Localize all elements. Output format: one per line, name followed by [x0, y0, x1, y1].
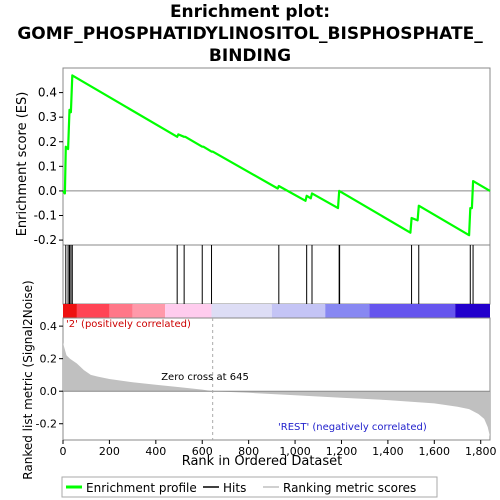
ranking-metric-area: [63, 342, 490, 437]
colorbar-segment: [455, 304, 490, 318]
colorbar-segment: [132, 304, 166, 318]
es-y-tick-label: -0.1: [34, 209, 57, 223]
x-tick-label: 0: [60, 445, 67, 458]
x-tick-label: 200: [99, 445, 120, 458]
colorbar-segment: [109, 304, 133, 318]
es-panel: -0.2 -0.1 0.0 0.1 0.2 0.3 0.4: [34, 67, 491, 247]
es-plot-frame: [62, 67, 491, 246]
hits-panel: [62, 244, 491, 305]
x-tick-label: 1,400: [372, 445, 404, 458]
chart-title-line-2: GOMF_PHOSPHATIDYLINOSITOL_BISPHOSPHATE_: [17, 24, 483, 44]
es-y-tick-label: 0.4: [38, 86, 57, 100]
x-tick-label: 1,800: [465, 445, 497, 458]
colorbar-segment: [76, 304, 110, 318]
negative-correlation-label: 'REST' (negatively correlated): [278, 422, 427, 433]
x-tick-label: 1,000: [279, 445, 311, 458]
ranking-colorbar: [63, 304, 490, 318]
legend: Enrichment profile Hits Ranking metric s…: [61, 476, 438, 498]
x-tick-label: 400: [145, 445, 166, 458]
legend-enrichment-profile-label: Enrichment profile: [86, 481, 197, 495]
colorbar-segment: [369, 304, 456, 318]
colorbar-segment: [325, 304, 370, 318]
colorbar-segment: [211, 304, 272, 318]
chart-title-line-3: BINDING: [208, 46, 292, 66]
es-y-tick-label: -0.2: [34, 233, 57, 247]
legend-ranking-metric-label: Ranking metric scores: [283, 481, 416, 495]
metric-y-axis-label: Ranked list metric (Signal2Noise): [21, 280, 35, 479]
metric-y-tick-label: 0.4: [40, 320, 58, 333]
metric-y-tick-label: 0.0: [40, 385, 58, 398]
legend-hits-label: Hits: [223, 481, 246, 495]
metric-y-tick-label: 0.2: [40, 353, 58, 366]
es-y-tick-label: 0.1: [38, 159, 57, 173]
x-tick-label: 1,200: [326, 445, 358, 458]
x-tick-label: 1,600: [419, 445, 451, 458]
es-y-tick-label: 0.2: [38, 135, 57, 149]
chart-title-line-1: Enrichment plot:: [169, 2, 331, 22]
zero-cross-label: Zero cross at 645: [161, 372, 249, 383]
es-y-tick-label: 0.0: [38, 184, 57, 198]
x-tick-label: 600: [192, 445, 213, 458]
positive-correlation-label: '2' (positively correlated): [66, 319, 191, 330]
enrichment-profile-line: [62, 74, 491, 237]
legend-box: [61, 476, 438, 498]
metric-panel: -0.2 0.0 0.2 0.4: [36, 317, 491, 441]
colorbar-segment: [165, 304, 212, 318]
colorbar-segment: [63, 304, 77, 318]
es-y-axis-label: Enrichment score (ES): [15, 92, 30, 237]
x-axis: 0 200 400 600 800 1,000 1,200 1,400 1,600 1,800: [60, 440, 497, 458]
x-tick-label: 800: [238, 445, 259, 458]
colorbar-segment: [271, 304, 326, 318]
hits-plot-frame: [62, 244, 491, 305]
es-y-tick-label: 0.3: [38, 110, 57, 124]
x-axis-label: Rank in Ordered Dataset: [182, 454, 343, 469]
chart-title: Enrichment plot: GOMF_PHOSPHATIDYLINOSIT…: [0, 1, 500, 67]
metric-y-tick-label: -0.2: [36, 418, 57, 431]
